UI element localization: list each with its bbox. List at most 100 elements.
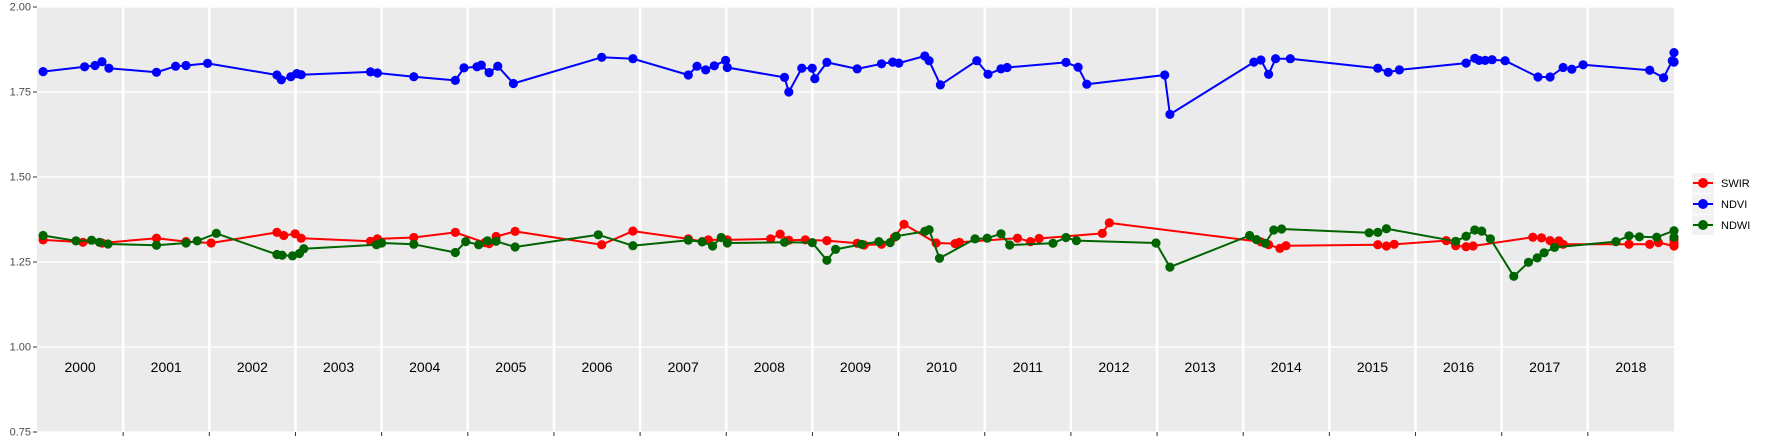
- data-point: [409, 239, 419, 249]
- series-ndvi: [38, 48, 1679, 119]
- data-point: [1165, 262, 1175, 272]
- data-point: [822, 236, 832, 246]
- data-point: [409, 72, 419, 82]
- data-point: [722, 238, 732, 248]
- data-point: [1485, 234, 1495, 244]
- data-point: [474, 240, 484, 250]
- year-label: 2017: [1529, 359, 1560, 375]
- data-point: [831, 244, 841, 254]
- data-point: [484, 68, 494, 78]
- data-point: [71, 236, 81, 246]
- data-point: [80, 62, 90, 72]
- year-label: 2014: [1271, 359, 1302, 375]
- y-tick-label: 2.00: [10, 2, 31, 14]
- data-point: [1383, 67, 1393, 77]
- data-point: [377, 238, 387, 248]
- data-point: [450, 75, 460, 85]
- year-label: 2004: [409, 359, 440, 375]
- data-point: [1256, 55, 1266, 65]
- data-point: [1048, 238, 1058, 248]
- data-point: [1104, 218, 1114, 228]
- data-point: [1381, 224, 1391, 234]
- data-point: [722, 62, 732, 73]
- year-label: 2002: [237, 359, 268, 375]
- data-point: [1151, 238, 1161, 248]
- data-point: [1277, 224, 1287, 234]
- data-point: [983, 69, 993, 79]
- data-point: [510, 226, 520, 236]
- series-group: [38, 48, 1679, 281]
- legend: SWIR NDVI NDWI: [1692, 173, 1750, 235]
- data-point: [1461, 242, 1471, 252]
- y-tick-label: 1.00: [10, 342, 31, 354]
- data-point: [372, 68, 382, 78]
- data-point: [1539, 248, 1549, 258]
- data-point: [779, 72, 790, 82]
- year-label: 2018: [1615, 359, 1646, 375]
- data-point: [709, 61, 719, 71]
- data-point: [476, 60, 486, 70]
- y-tick-label: 1.50: [10, 172, 31, 184]
- data-point: [151, 67, 162, 77]
- data-point: [1394, 65, 1404, 75]
- data-point: [493, 61, 503, 71]
- year-label: 2011: [1013, 359, 1043, 375]
- legend-label: NDVI: [1721, 199, 1747, 211]
- legend-key-marker: [1698, 199, 1708, 209]
- data-point: [192, 236, 202, 246]
- data-point: [807, 63, 817, 73]
- data-point: [1532, 253, 1542, 263]
- data-point: [628, 54, 638, 64]
- year-label: 2007: [668, 359, 699, 375]
- legend-label: NDWI: [1721, 220, 1750, 232]
- data-point: [1364, 228, 1374, 238]
- data-point: [38, 67, 48, 77]
- data-point: [1470, 225, 1480, 235]
- data-point: [1264, 69, 1274, 79]
- data-point: [1381, 241, 1391, 251]
- data-point: [181, 60, 191, 71]
- data-point: [1645, 239, 1655, 249]
- data-point: [996, 229, 1006, 239]
- data-point: [90, 60, 100, 71]
- data-point: [1645, 65, 1655, 75]
- data-point: [701, 65, 711, 75]
- data-point: [894, 58, 904, 68]
- data-point: [716, 232, 726, 243]
- data-point: [935, 80, 946, 90]
- data-point: [1271, 54, 1281, 64]
- data-point: [1652, 232, 1662, 242]
- data-point: [1245, 230, 1255, 241]
- data-point: [593, 230, 603, 240]
- data-point: [1061, 232, 1071, 243]
- data-point: [1269, 225, 1279, 235]
- data-point: [1669, 226, 1679, 236]
- y-axis: 0.75 1.00 1.25 1.50 1.75 2.00: [10, 2, 37, 439]
- year-label: 2013: [1185, 359, 1216, 375]
- data-point: [1373, 227, 1383, 237]
- legend-label: SWIR: [1721, 178, 1750, 190]
- data-point: [697, 237, 707, 247]
- data-point: [203, 58, 213, 68]
- data-point: [1389, 239, 1399, 249]
- data-point: [1034, 233, 1044, 244]
- data-point: [1082, 79, 1092, 89]
- data-point: [1669, 232, 1679, 242]
- data-point: [450, 227, 460, 237]
- year-label: 2000: [65, 359, 96, 375]
- data-point: [1624, 239, 1634, 249]
- data-point: [1549, 242, 1560, 252]
- data-point: [784, 87, 794, 97]
- data-point: [885, 238, 895, 248]
- data-point: [181, 238, 191, 248]
- data-point: [38, 230, 48, 241]
- data-point: [1528, 232, 1538, 242]
- data-point: [899, 219, 909, 229]
- data-point: [779, 237, 790, 247]
- data-point: [272, 227, 282, 237]
- data-point: [491, 236, 501, 246]
- data-point: [692, 61, 702, 71]
- data-point: [822, 255, 832, 265]
- year-label: 2009: [840, 359, 871, 375]
- data-point: [597, 240, 607, 250]
